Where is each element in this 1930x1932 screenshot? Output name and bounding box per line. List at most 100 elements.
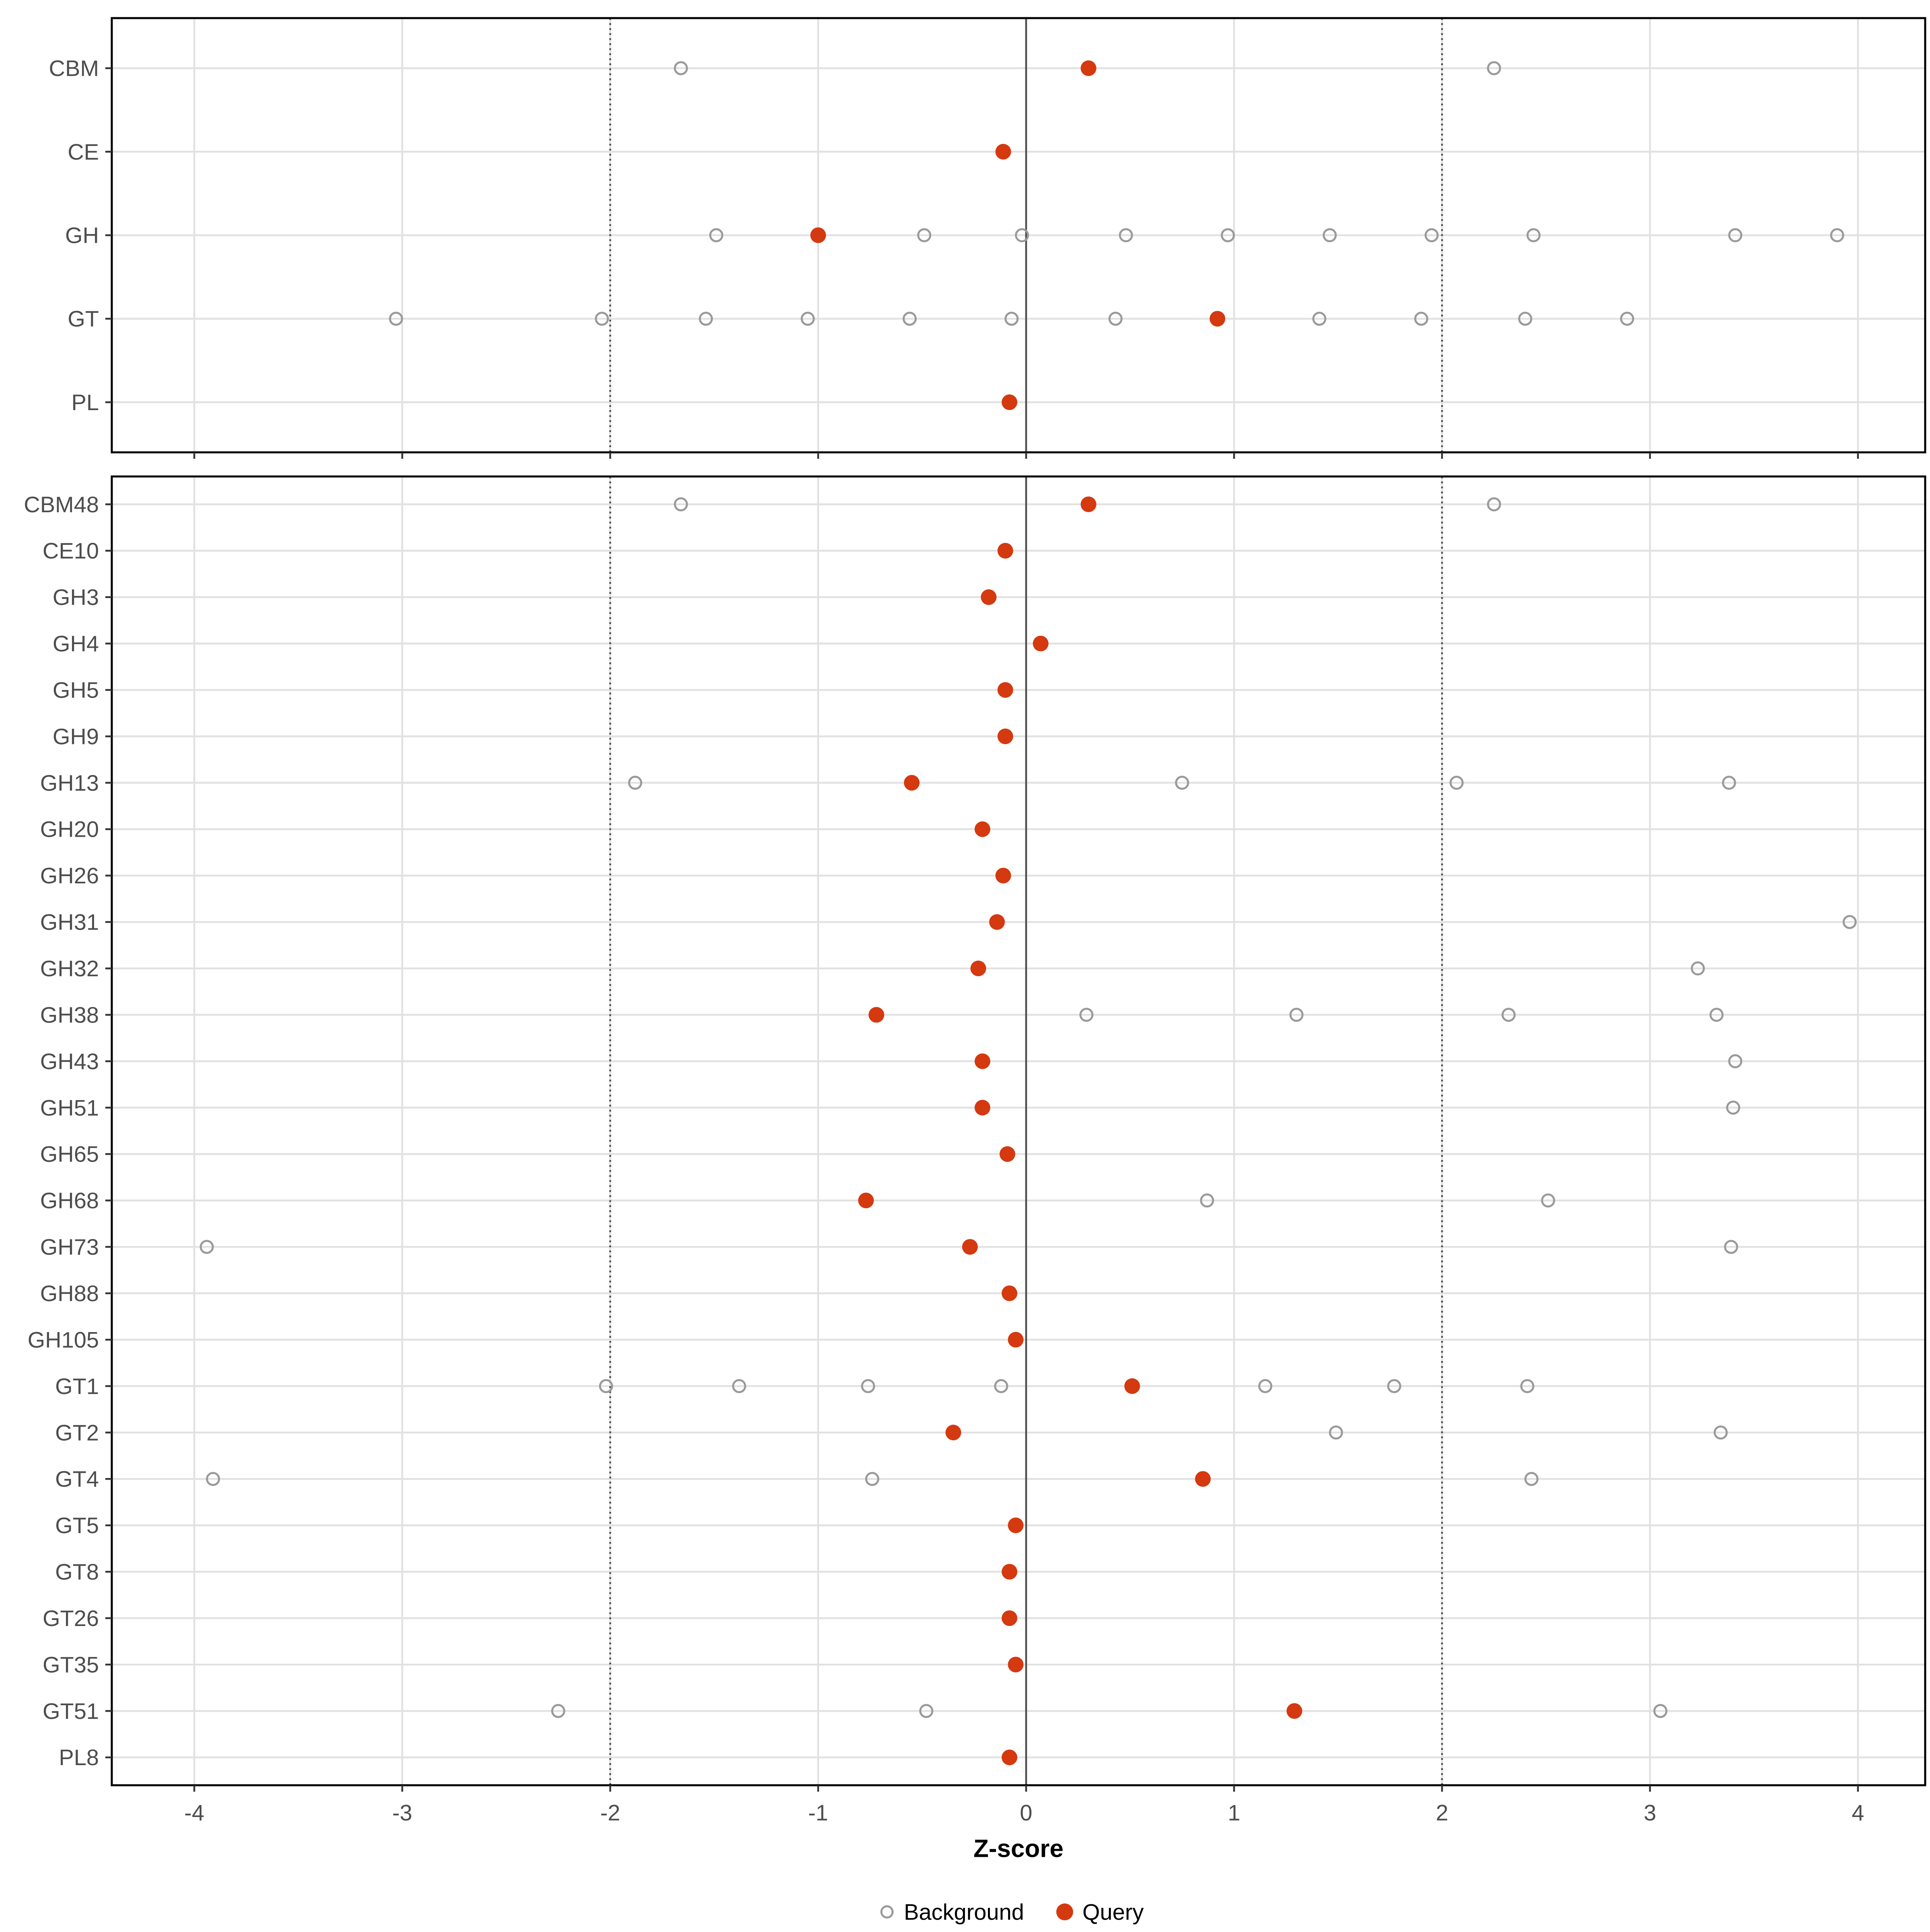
background-point bbox=[1726, 1100, 1740, 1115]
y-tick-label: GH13 bbox=[40, 770, 99, 795]
background-point bbox=[1830, 228, 1844, 242]
query-point bbox=[989, 914, 1005, 930]
background-point bbox=[1079, 1008, 1094, 1022]
background-point bbox=[1322, 228, 1337, 242]
y-tick-label: GT5 bbox=[55, 1513, 99, 1538]
query-point bbox=[962, 1239, 978, 1255]
y-tick-label: GT4 bbox=[55, 1466, 99, 1492]
query-point bbox=[945, 1425, 961, 1441]
background-point bbox=[1312, 312, 1326, 326]
background-point bbox=[1108, 312, 1123, 326]
query-point bbox=[1124, 1378, 1140, 1394]
background-point bbox=[732, 1379, 746, 1393]
x-tick-label: -3 bbox=[392, 1800, 413, 1825]
query-point bbox=[974, 1100, 990, 1116]
query-point bbox=[1008, 1517, 1024, 1534]
gridlines-subfamilies bbox=[112, 476, 1925, 1785]
background-point bbox=[1524, 1472, 1539, 1486]
y-tick-label: PL8 bbox=[59, 1745, 99, 1770]
y-tick-label: GT2 bbox=[55, 1420, 99, 1445]
y-tick-label: GT bbox=[68, 306, 99, 331]
y-tick-label: GH4 bbox=[53, 631, 99, 656]
background-point bbox=[1221, 228, 1235, 242]
background-point bbox=[1526, 228, 1541, 242]
y-tick-label: GT8 bbox=[55, 1559, 99, 1585]
background-point bbox=[1119, 228, 1133, 242]
y-tick-label: GH31 bbox=[40, 910, 99, 935]
background-point bbox=[699, 312, 713, 326]
x-tick-label: 2 bbox=[1436, 1800, 1448, 1825]
panel-border bbox=[111, 475, 1926, 1786]
legend-query-marker-icon bbox=[1056, 1903, 1073, 1920]
query-point bbox=[1008, 1332, 1024, 1348]
y-tick-label: GH105 bbox=[28, 1327, 99, 1352]
background-point bbox=[1501, 1008, 1516, 1022]
background-point bbox=[199, 1240, 214, 1254]
legend-background-marker-icon bbox=[880, 1905, 894, 1919]
query-point bbox=[1033, 636, 1049, 652]
x-axis-title: Z-score bbox=[973, 1835, 1064, 1863]
background-point bbox=[1414, 312, 1429, 326]
y-tick-label: GH38 bbox=[40, 1002, 99, 1027]
x-tick-label: 0 bbox=[1020, 1800, 1032, 1825]
y-tick-label: PL bbox=[72, 390, 99, 415]
panel-subfamilies: CBM48 CE10 GH3 GH4 GH5 GH9 GH13 GH20 GH26 GH31 GH3… bbox=[24, 475, 1926, 1792]
query-point bbox=[995, 144, 1011, 160]
y-tick-label: GH20 bbox=[40, 817, 99, 842]
query-point bbox=[868, 1007, 885, 1023]
query-point bbox=[995, 868, 1011, 884]
background-point bbox=[1724, 1240, 1738, 1254]
background-point bbox=[1653, 1704, 1667, 1718]
panel-families: CBM CE GH GT PL bbox=[49, 17, 1926, 459]
background-point bbox=[1691, 961, 1705, 976]
query-point bbox=[997, 543, 1013, 559]
background-point bbox=[1200, 1193, 1214, 1208]
background-point bbox=[1713, 1425, 1728, 1440]
background-point bbox=[673, 61, 688, 76]
points-families bbox=[389, 60, 1844, 410]
y-tick-label: GT35 bbox=[43, 1652, 99, 1677]
query-point bbox=[997, 682, 1013, 698]
background-point bbox=[1004, 312, 1019, 326]
background-point bbox=[865, 1472, 879, 1486]
query-point bbox=[904, 775, 920, 791]
x-tick-label: -4 bbox=[184, 1800, 204, 1825]
legend: Background Query bbox=[880, 1899, 1144, 1925]
background-point bbox=[1541, 1193, 1555, 1208]
query-point bbox=[1080, 60, 1096, 76]
background-point bbox=[1450, 776, 1464, 790]
query-point bbox=[1080, 496, 1096, 512]
query-point bbox=[1195, 1471, 1211, 1487]
y-tick-label: GH bbox=[65, 223, 99, 248]
y-tick-label: GH65 bbox=[40, 1142, 99, 1167]
background-point bbox=[595, 312, 609, 326]
background-point bbox=[902, 312, 917, 326]
y-tick-label: GH26 bbox=[40, 863, 99, 888]
background-point bbox=[206, 1472, 220, 1486]
background-point bbox=[599, 1379, 613, 1393]
query-point bbox=[974, 821, 990, 837]
query-point bbox=[1002, 1749, 1018, 1766]
axis-ticks-subfamilies bbox=[105, 503, 1859, 1792]
query-point bbox=[810, 227, 826, 243]
y-tick-label: GT26 bbox=[43, 1606, 99, 1631]
x-tick-label: 3 bbox=[1644, 1800, 1656, 1825]
background-point bbox=[917, 228, 932, 242]
background-point bbox=[1842, 915, 1857, 929]
background-point bbox=[1258, 1379, 1273, 1393]
background-point bbox=[1620, 312, 1634, 326]
y-tick-label: CE bbox=[68, 139, 99, 164]
y-tick-label: GT51 bbox=[43, 1698, 99, 1724]
background-point bbox=[1709, 1008, 1724, 1022]
background-point bbox=[1329, 1425, 1343, 1440]
query-point bbox=[981, 589, 997, 605]
query-point bbox=[1002, 394, 1018, 410]
x-tick-label: 1 bbox=[1228, 1800, 1240, 1825]
gridlines-families bbox=[112, 18, 1925, 452]
y-tick-label: CBM bbox=[49, 55, 99, 81]
background-point bbox=[919, 1704, 934, 1718]
query-point bbox=[970, 961, 986, 977]
x-tick-label: -2 bbox=[600, 1800, 620, 1825]
